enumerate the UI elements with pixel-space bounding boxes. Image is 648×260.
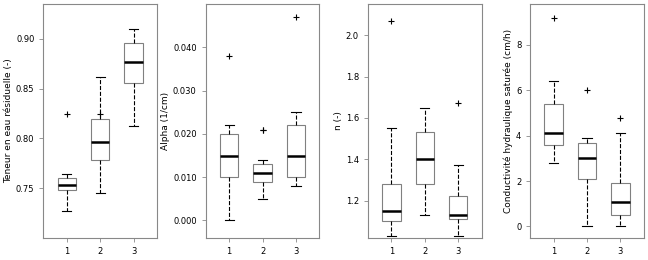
PathPatch shape: [544, 104, 563, 145]
PathPatch shape: [91, 119, 110, 160]
PathPatch shape: [578, 142, 596, 179]
Y-axis label: n (-): n (-): [334, 112, 343, 131]
PathPatch shape: [253, 164, 272, 181]
PathPatch shape: [382, 184, 400, 221]
PathPatch shape: [220, 134, 238, 177]
PathPatch shape: [286, 125, 305, 177]
Y-axis label: Alpha (1/cm): Alpha (1/cm): [161, 92, 170, 150]
Y-axis label: Conductivité hydraulique saturée (cm/h): Conductivité hydraulique saturée (cm/h): [503, 29, 513, 213]
PathPatch shape: [124, 43, 143, 83]
PathPatch shape: [415, 132, 434, 184]
Y-axis label: Teneur en eau résiduelle (-): Teneur en eau résiduelle (-): [4, 58, 13, 183]
PathPatch shape: [611, 183, 630, 215]
PathPatch shape: [58, 178, 76, 190]
PathPatch shape: [449, 197, 467, 219]
